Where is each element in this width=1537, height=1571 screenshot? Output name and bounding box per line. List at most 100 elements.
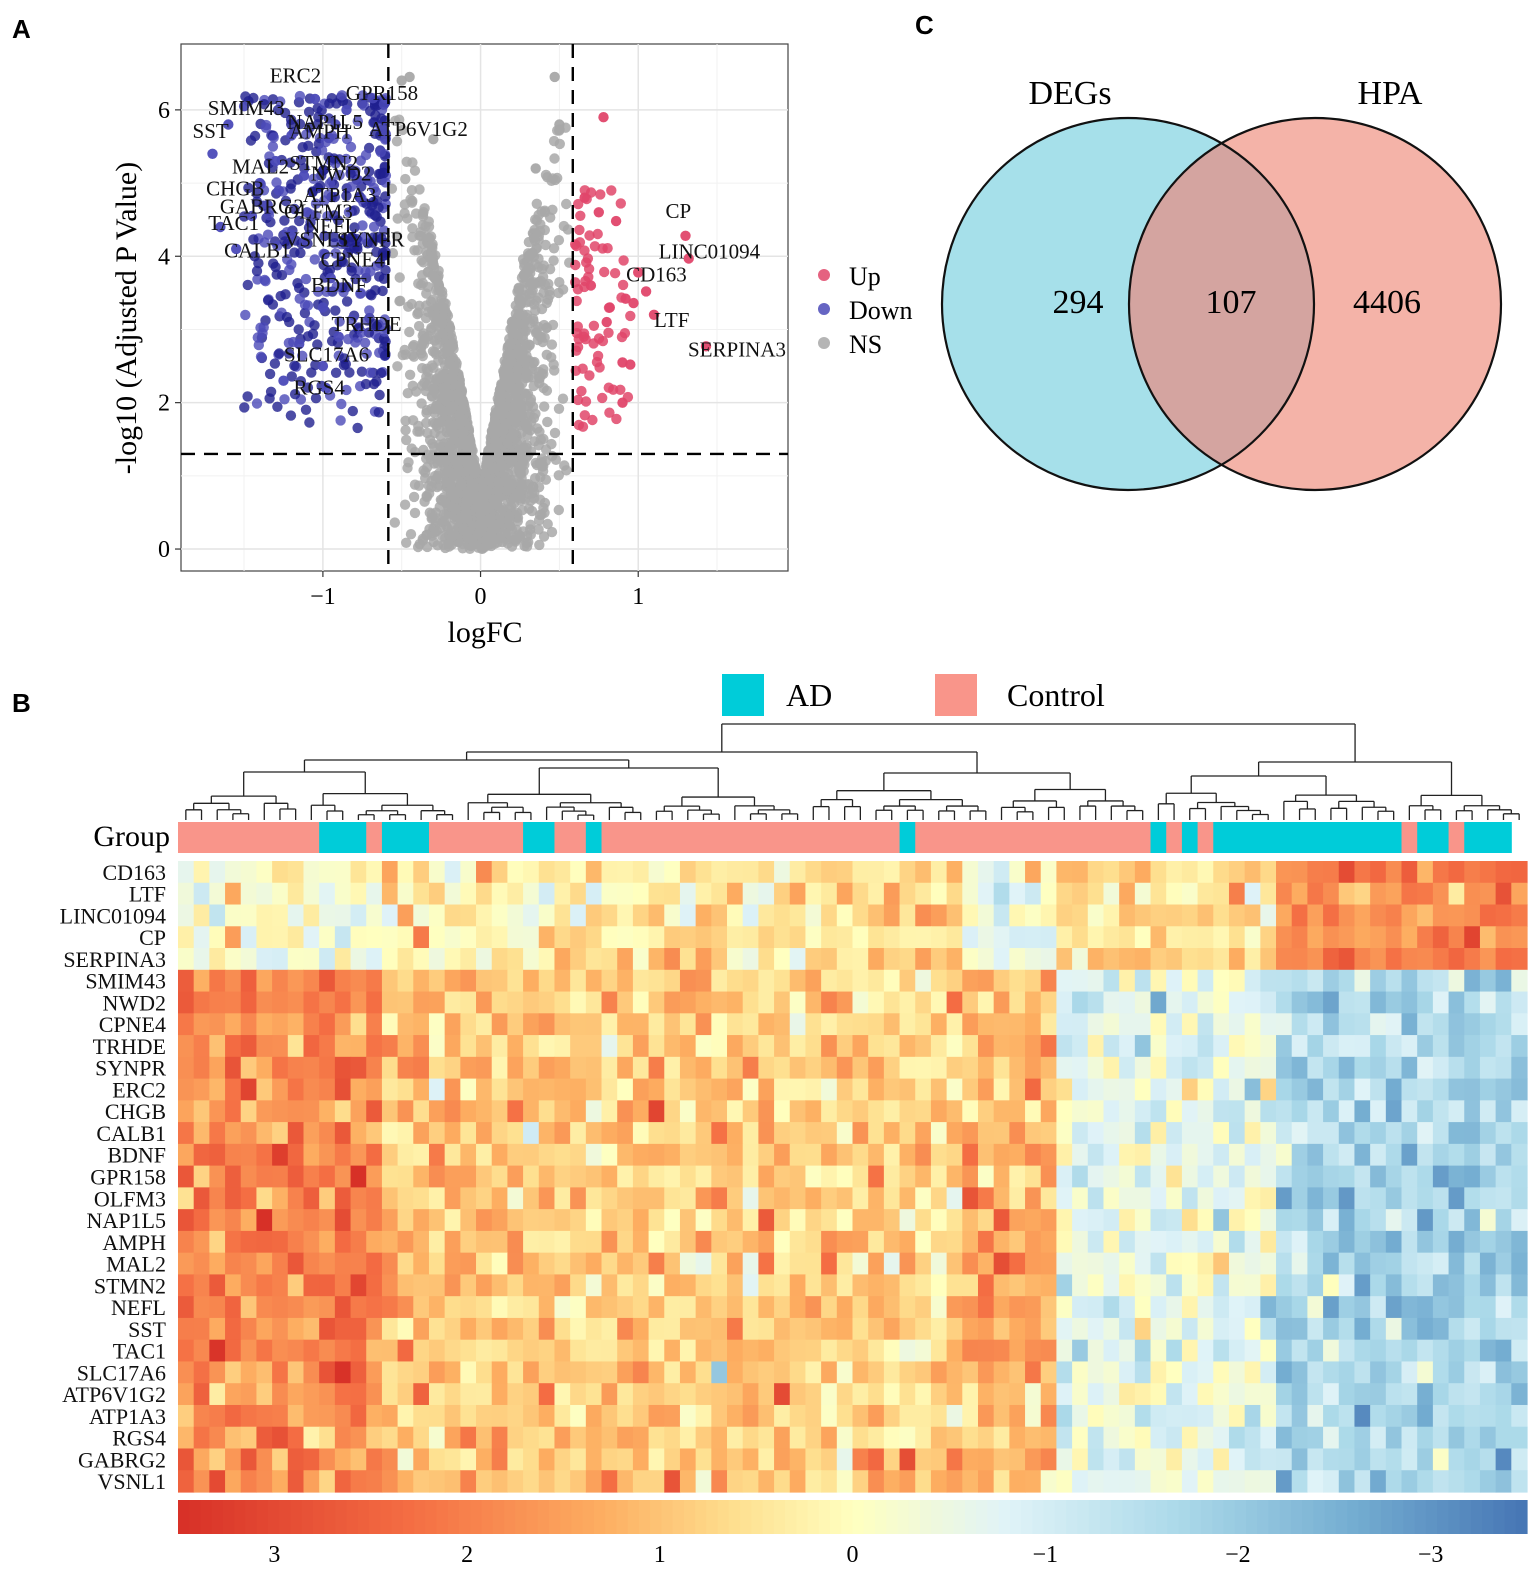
heatmap-cell [711,1209,728,1232]
heatmap-cell [1511,969,1528,993]
down-point [300,273,312,285]
heatmap-cell [1417,1035,1434,1058]
heatmap-cell [476,1100,493,1123]
heatmap-cell [428,926,446,949]
heatmap-cell [272,1035,289,1058]
heatmap-cell [476,969,493,993]
x-tick-label: 0 [475,584,487,610]
heatmap-cell [711,1035,728,1058]
heatmap-cell [1338,904,1356,927]
heatmap-cell [742,948,759,971]
heatmap-cell [679,1122,697,1145]
heatmap-cell [915,1165,932,1188]
down-point [275,290,286,302]
heatmap-cell [334,1100,352,1123]
heatmap-cell [915,1035,932,1058]
heatmap-cell [460,991,477,1014]
heatmap-cell [570,969,587,993]
heatmap-cell [1511,861,1528,884]
ns-point [489,435,501,447]
heatmap-cell [303,926,320,949]
heatmap-cell [868,969,885,993]
heatmap-cell [1291,1187,1308,1210]
heatmap-cell [491,926,509,949]
heatmap-cell [1276,1122,1293,1145]
heatmap-cell [428,1078,446,1101]
down-point [302,300,314,311]
heatmap-cell [1307,948,1324,971]
down-point [336,398,347,410]
heatmap-cell [1307,1078,1324,1101]
legend-swatch-down [818,303,830,315]
down-point [251,398,263,409]
heatmap-cell [1166,1209,1183,1232]
heatmap-cell [381,991,399,1014]
heatmap-cell [444,1143,461,1167]
heatmap-cell [1401,1035,1418,1058]
heatmap-cell [774,926,791,949]
heatmap-cell [319,1035,336,1058]
heatmap-cell [1166,904,1183,927]
heatmap-cell [617,1056,634,1080]
ns-point [446,531,458,542]
heatmap-cell [977,1187,995,1210]
heatmap-cell [1134,926,1152,949]
heatmap-cell [1417,1100,1434,1123]
heatmap-cell [664,926,681,949]
legend-label-down: Down [849,296,913,325]
heatmap-cell [209,1187,226,1210]
heatmap-cell [883,1056,901,1080]
heatmap-cell [1370,1013,1387,1036]
heatmap-cell [1464,1187,1481,1210]
heatmap-cell [648,926,665,949]
heatmap-cell [319,1230,336,1254]
heatmap-cell [1213,882,1230,906]
heatmap-cell [727,904,744,927]
group-segment-ad [1150,822,1167,853]
heatmap-cell [256,1122,273,1145]
heatmap-cell [1166,1078,1183,1101]
heatmap-cell [758,1035,775,1058]
heatmap-cell [1119,1209,1136,1232]
heatmap-cell [1040,1056,1058,1080]
ns-point [444,340,455,351]
heatmap-cell [601,904,618,927]
heatmap-cell [240,1078,258,1101]
heatmap-cell [350,861,367,884]
heatmap-cell [1103,1209,1120,1232]
down-point [304,417,315,428]
heatmap-cell [1511,1122,1528,1145]
heatmap-cell [366,1013,383,1036]
heatmap-cell [1432,1122,1450,1145]
heatmap-cell [789,926,807,949]
heatmap-cell [852,926,869,949]
heatmap-cell [1150,1100,1167,1123]
heatmap-cell [899,991,916,1014]
heatmap-cell [256,1100,273,1123]
heatmap-cell [727,1165,744,1188]
heatmap-cell [883,1013,901,1036]
heatmap-cell [1103,882,1120,906]
heatmap-cell [366,1078,383,1101]
heatmap-cell [1244,1209,1261,1232]
heatmap-cell [852,991,869,1014]
heatmap-cell [1307,1100,1324,1123]
heatmap-cell [460,1122,477,1145]
heatmap-cell [774,1165,791,1188]
heatmap-cell [836,861,854,884]
heatmap-cell [444,926,461,949]
heatmap-cell [1385,904,1403,927]
heatmap-cell [617,1035,634,1058]
heatmap-cell [240,926,258,949]
heatmap-cell [930,926,948,949]
heatmap-cell [476,1187,493,1210]
heatmap-cell [1228,1187,1246,1210]
heatmap-cell [821,1078,838,1101]
heatmap-cell [774,904,791,927]
heatmap-cell [962,1035,979,1058]
heatmap-cell [695,904,712,927]
heatmap-cell [1276,1165,1293,1188]
heatmap-cell [758,1187,775,1210]
heatmap-cell [1354,882,1371,906]
heatmap-cell [836,882,854,906]
